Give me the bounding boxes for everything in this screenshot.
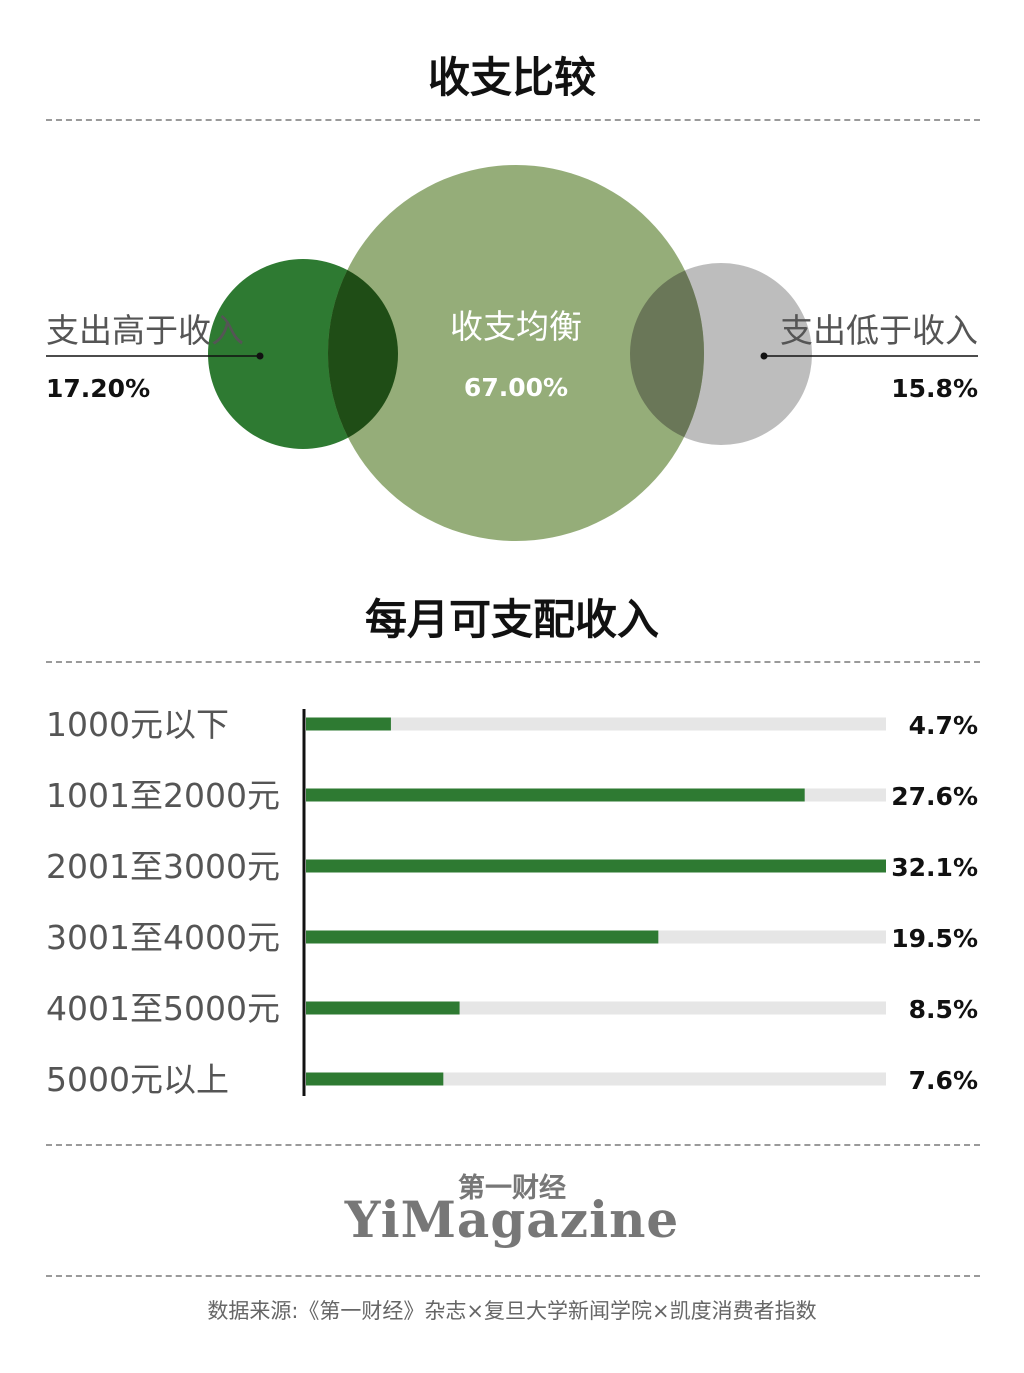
bar-category-label: 3001至4000元 — [46, 918, 280, 957]
bar-value-label: 4.7% — [909, 711, 978, 740]
circle-balanced — [328, 165, 704, 541]
bar — [306, 859, 886, 873]
venn-title: 收支比较 — [427, 53, 596, 102]
bar-category-label: 2001至3000元 — [46, 847, 280, 886]
overlap-left — [327, 269, 399, 438]
bar-value-label: 8.5% — [909, 995, 978, 1024]
leader-dot-right — [760, 352, 768, 360]
overlap-right — [630, 270, 704, 438]
bar-track — [306, 1072, 886, 1086]
label-expense-higher: 支出高于收入 — [46, 311, 244, 350]
bar-category-label: 5000元以上 — [46, 1060, 229, 1099]
venn-diagram: 支出高于收入 17.20% 收支均衡 67.00% 支出低于收入 15.8% — [46, 165, 978, 541]
bar-value-label: 19.5% — [891, 924, 978, 953]
label-balanced: 收支均衡 — [450, 307, 582, 346]
leader-dot-left — [256, 352, 264, 360]
logo-cn: 第一财经 — [458, 1173, 566, 1204]
bar-value-label: 7.6% — [909, 1066, 978, 1095]
bar-category-label: 4001至5000元 — [46, 989, 280, 1028]
bar — [306, 930, 659, 944]
logo-en: YiMagazine — [344, 1190, 680, 1249]
bar — [306, 1072, 444, 1086]
value-expense-higher: 17.20% — [46, 374, 150, 403]
bar-track — [306, 717, 886, 731]
bar — [306, 717, 391, 731]
value-balanced: 67.00% — [464, 373, 568, 402]
bar-value-label: 32.1% — [891, 853, 978, 882]
divider — [46, 1144, 980, 1146]
label-expense-lower: 支出低于收入 — [780, 311, 978, 350]
data-source: 数据来源:《第一财经》杂志×复旦大学新闻学院×凯度消费者指数 — [207, 1299, 817, 1323]
bar — [306, 1001, 460, 1015]
bar-value-label: 27.6% — [891, 782, 978, 811]
value-expense-lower: 15.8% — [891, 374, 978, 403]
divider — [46, 661, 980, 663]
divider — [46, 1275, 980, 1277]
bar-chart-title: 每月可支配收入 — [364, 595, 659, 644]
bar — [306, 788, 805, 802]
divider — [46, 119, 980, 121]
bar-category-label: 1001至2000元 — [46, 776, 280, 815]
bar-category-label: 1000元以下 — [46, 705, 229, 744]
